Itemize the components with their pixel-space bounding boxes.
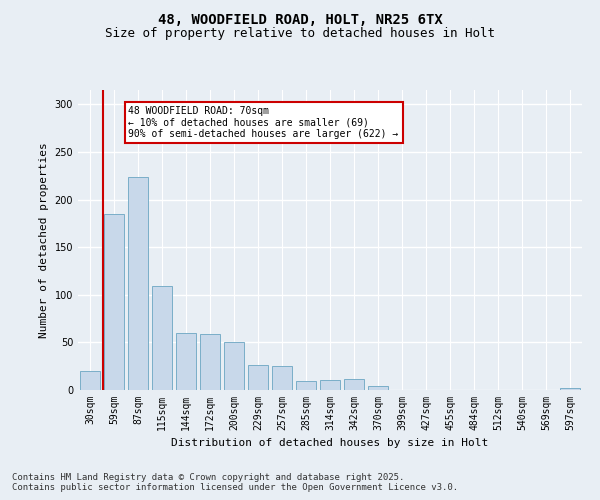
Bar <box>344 378 364 390</box>
Bar <box>152 286 172 390</box>
Text: Size of property relative to detached houses in Holt: Size of property relative to detached ho… <box>105 28 495 40</box>
Bar <box>296 382 316 390</box>
Bar <box>80 371 100 390</box>
Bar <box>176 333 196 390</box>
Bar <box>224 342 244 390</box>
Text: Contains HM Land Registry data © Crown copyright and database right 2025.
Contai: Contains HM Land Registry data © Crown c… <box>12 473 458 492</box>
Bar <box>128 176 148 390</box>
Bar <box>368 386 388 390</box>
Text: 48 WOODFIELD ROAD: 70sqm
← 10% of detached houses are smaller (69)
90% of semi-d: 48 WOODFIELD ROAD: 70sqm ← 10% of detach… <box>128 106 398 140</box>
Bar <box>248 365 268 390</box>
Text: 48, WOODFIELD ROAD, HOLT, NR25 6TX: 48, WOODFIELD ROAD, HOLT, NR25 6TX <box>158 12 442 26</box>
Bar <box>200 334 220 390</box>
X-axis label: Distribution of detached houses by size in Holt: Distribution of detached houses by size … <box>172 438 488 448</box>
Bar <box>560 388 580 390</box>
Bar <box>320 380 340 390</box>
Bar <box>104 214 124 390</box>
Y-axis label: Number of detached properties: Number of detached properties <box>39 142 49 338</box>
Bar <box>272 366 292 390</box>
